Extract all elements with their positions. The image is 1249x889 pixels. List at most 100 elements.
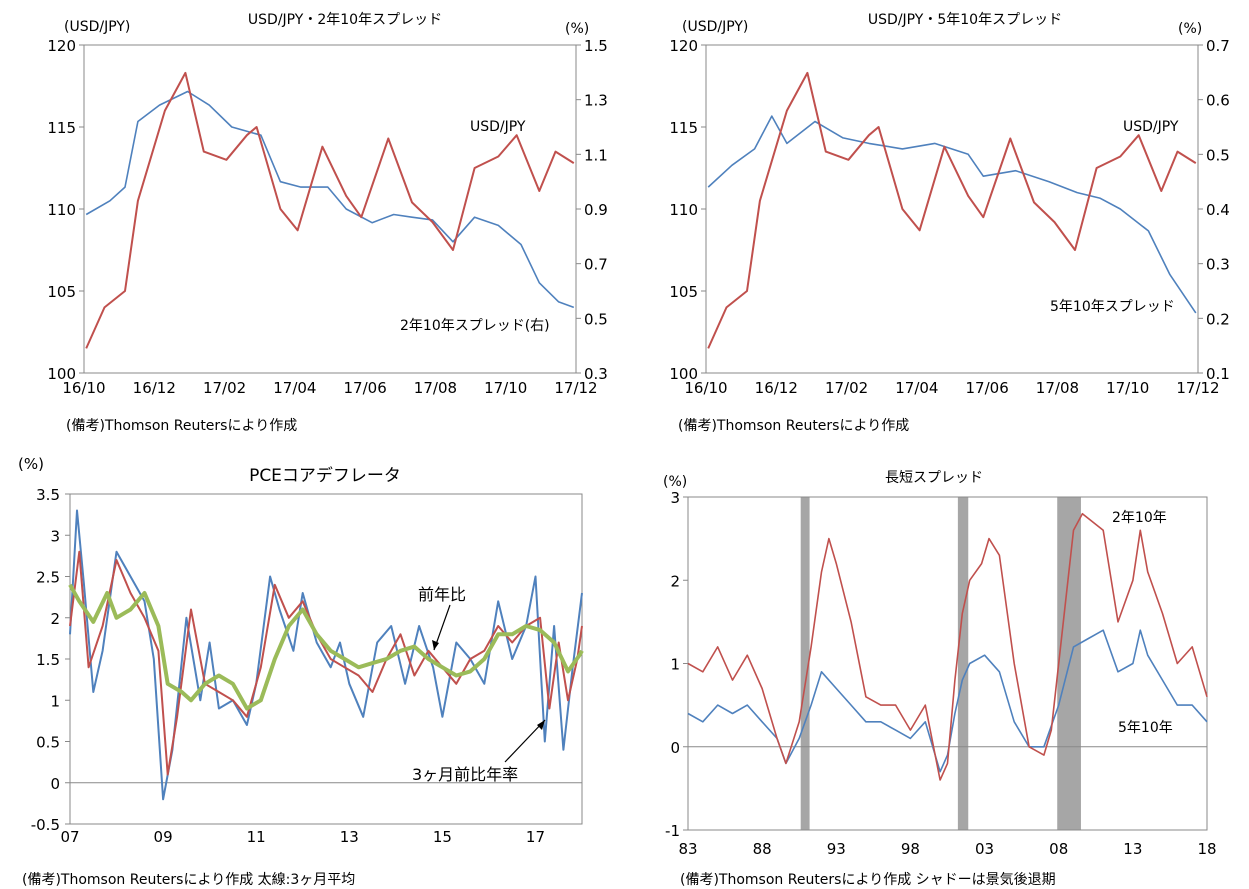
y-tick-label: 1 — [670, 656, 680, 674]
right-tick-label: 1.5 — [584, 37, 608, 55]
left-tick-label: 100 — [669, 365, 698, 383]
x-tick-label: 93 — [827, 840, 846, 858]
x-tick-label: 17/10 — [1106, 379, 1149, 397]
left-tick-label: 100 — [47, 365, 76, 383]
left-tick-label: 110 — [47, 201, 76, 219]
chart4-left-unit: (%) — [663, 474, 687, 490]
x-tick-label: 17/02 — [825, 379, 868, 397]
chart4-y-ticks: 3 2 1 0 -1 — [665, 489, 1207, 840]
recession-band — [957, 497, 969, 830]
x-tick-label: 16/12 — [133, 379, 176, 397]
right-tick-label: 0.5 — [584, 310, 608, 328]
m3-annualized-line — [69, 509, 583, 801]
chart1-title: USD/JPY・2年10年スプレッド — [248, 12, 442, 28]
x-tick-label: 13 — [1123, 840, 1142, 858]
left-tick-label: 115 — [669, 119, 698, 137]
x-tick-label: 18 — [1197, 840, 1216, 858]
chart4-5y10y-label: 5年10年 — [1118, 720, 1173, 736]
y-tick-label: 0 — [50, 775, 60, 793]
x-tick-label: 03 — [975, 840, 994, 858]
y-tick-label: 0.5 — [36, 734, 60, 752]
chart2-spread-label: 5年10年スプレッド — [1050, 299, 1175, 315]
y-tick-label: 2 — [50, 610, 60, 628]
chart4-series — [687, 512, 1208, 781]
spread-2y10y-line — [687, 512, 1208, 781]
chart3-x-ticks: 07 09 11 13 15 17 — [60, 828, 545, 846]
x-tick-label: 13 — [340, 828, 359, 846]
chart3-note: (備考)Thomson Reutersにより作成 太線:3ヶ月平均 — [22, 872, 355, 888]
x-tick-label: 17/06 — [344, 379, 387, 397]
x-tick-label: 83 — [678, 840, 697, 858]
y-tick-label: 3.5 — [36, 486, 60, 504]
chart2-right-ticks: 0.7 0.6 0.5 0.4 0.3 0.2 0.1 — [1198, 37, 1230, 383]
x-tick-label: 08 — [1049, 840, 1068, 858]
x-tick-label: 17 — [526, 828, 545, 846]
chart1-left-unit: (USD/JPY) — [64, 19, 130, 35]
chart-usdjpy-5y10y: USD/JPY・5年10年スプレッド (USD/JPY) (%) 1201151… — [669, 12, 1230, 434]
chart2-note: (備考)Thomson Reutersにより作成 — [678, 418, 909, 434]
chart2-x-ticks: 16/10 16/12 17/02 17/04 17/06 17/08 17/10 17/12 — [684, 379, 1219, 397]
right-tick-label: 0.7 — [1206, 37, 1230, 55]
right-tick-label: 0.6 — [1206, 92, 1230, 110]
chart-yield-spread: 長短スプレッド (%) 3 2 1 0 -1 83 88 93 98 03 08 13 18 2年10… — [663, 470, 1217, 888]
x-tick-label: 17/04 — [273, 379, 316, 397]
chart3-m3-arrow — [504, 719, 546, 763]
left-tick-label: 105 — [47, 283, 76, 301]
x-tick-label: 17/12 — [1176, 379, 1219, 397]
x-tick-label: 16/10 — [684, 379, 727, 397]
chart4-plot-area — [687, 496, 1208, 831]
left-tick-label: 120 — [669, 37, 698, 55]
x-tick-label: 88 — [753, 840, 772, 858]
chart2-left-ticks: 120 115 110 105 100 — [669, 37, 706, 383]
right-tick-label: 0.9 — [584, 201, 608, 219]
y-tick-label: 2.5 — [36, 569, 60, 587]
usdjpy-line — [85, 71, 575, 349]
right-tick-label: 1.3 — [584, 92, 608, 110]
x-tick-label: 17/08 — [414, 379, 457, 397]
chart3-left-unit: (%) — [18, 455, 44, 473]
chart1-x-ticks: 16/10 16/12 17/02 17/04 17/06 17/08 17/10 17/12 — [62, 379, 597, 397]
chart3-yoy-arrowhead — [432, 640, 439, 650]
x-tick-label: 07 — [60, 828, 79, 846]
chart3-title: PCEコアデフレータ — [249, 465, 401, 486]
right-tick-label: 0.3 — [1206, 256, 1230, 274]
three-month-average-line — [68, 583, 584, 711]
chart3-m3-arrowhead — [537, 720, 545, 730]
y-tick-label: 3 — [670, 489, 680, 507]
y-tick-label: 1 — [50, 692, 60, 710]
x-tick-label: 17/04 — [895, 379, 938, 397]
left-tick-label: 120 — [47, 37, 76, 55]
chart3-yoy-label: 前年比 — [418, 585, 466, 604]
chart1-note: (備考)Thomson Reutersにより作成 — [66, 418, 297, 434]
chart2-usdjpy-label: USD/JPY — [1123, 119, 1179, 135]
chart4-x-ticks: 83 88 93 98 03 08 13 18 — [678, 840, 1216, 858]
x-tick-label: 11 — [247, 828, 266, 846]
chart2-left-unit: (USD/JPY) — [682, 19, 748, 35]
spread-line — [85, 90, 575, 309]
chart2-series — [707, 71, 1197, 349]
chart2-plot-area — [705, 44, 1199, 374]
chart4-note: (備考)Thomson Reutersにより作成 シャドーは景気後退期 — [680, 872, 1056, 888]
y-tick-label: 1.5 — [36, 651, 60, 669]
chart-pce-core: PCEコアデフレータ (%) 3.5 3 2.5 2 1.5 1 0.5 0 -0.5 07 09… — [18, 455, 584, 888]
y-tick-label: 0 — [670, 739, 680, 757]
chart2-title: USD/JPY・5年10年スプレッド — [868, 12, 1062, 28]
spread-line — [707, 115, 1197, 314]
chart3-m3-label: 3ヶ月前比年率 — [412, 765, 518, 784]
chart3-series — [68, 509, 584, 801]
x-tick-label: 16/10 — [62, 379, 105, 397]
chart4-2y10y-label: 2年10年 — [1112, 510, 1167, 526]
chart1-right-ticks: 1.5 1.3 1.1 0.9 0.7 0.5 0.3 — [576, 37, 608, 383]
chart4-title: 長短スプレッド — [885, 470, 983, 486]
chart1-spread-label: 2年10年スプレッド(右) — [400, 318, 550, 334]
right-tick-label: 0.5 — [1206, 146, 1230, 164]
chart1-left-ticks: 120 115 110 105 100 — [47, 37, 84, 383]
x-tick-label: 17/06 — [966, 379, 1009, 397]
y-tick-label: -1 — [665, 822, 680, 840]
x-tick-label: 17/02 — [203, 379, 246, 397]
usdjpy-line — [707, 71, 1197, 349]
y-tick-label: -0.5 — [31, 816, 60, 834]
right-tick-label: 0.1 — [1206, 365, 1230, 383]
y-tick-label: 2 — [670, 572, 680, 590]
